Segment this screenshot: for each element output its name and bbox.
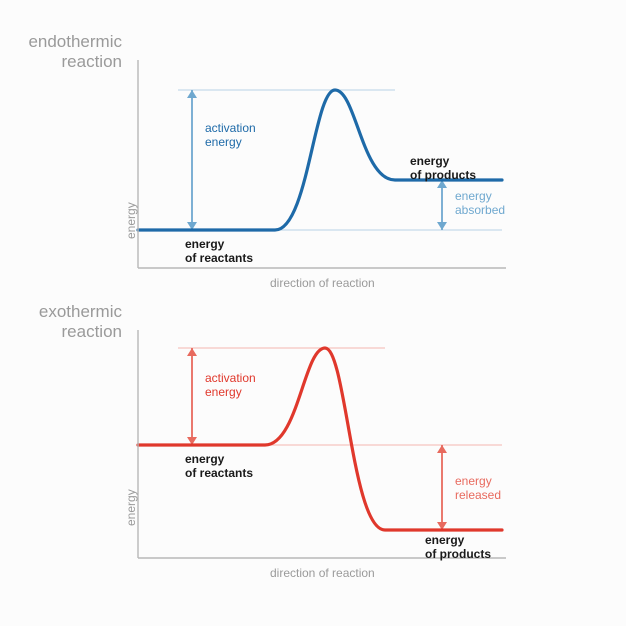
chart-title-endothermic: endothermicreaction <box>0 32 122 73</box>
plot-exothermic <box>130 330 510 560</box>
chart-exothermic: direction of reactionenergyactivationene… <box>130 330 510 560</box>
annotation-endothermic-0: activationenergy <box>205 122 256 150</box>
chart-endothermic: direction of reactionenergyactivationene… <box>130 60 510 270</box>
annotation-endothermic-1: energyof products <box>410 155 476 183</box>
annotation-exothermic-2: energyreleased <box>455 475 501 503</box>
y-axis-label: energy <box>124 489 138 526</box>
annotation-exothermic-0: activationenergy <box>205 372 256 400</box>
diagram-canvas: direction of reaction energy activationene… <box>0 0 626 626</box>
annotation-endothermic-2: energyabsorbed <box>455 190 505 218</box>
annotation-exothermic-3: energyof products <box>425 534 491 562</box>
chart-title-exothermic: exothermicreaction <box>0 302 122 343</box>
x-axis-label: direction of reaction <box>270 566 375 580</box>
x-axis-label: direction of reaction <box>270 276 375 290</box>
y-axis-label: energy <box>124 202 138 239</box>
annotation-endothermic-3: energyof reactants <box>185 238 253 266</box>
annotation-exothermic-1: energyof reactants <box>185 453 253 481</box>
